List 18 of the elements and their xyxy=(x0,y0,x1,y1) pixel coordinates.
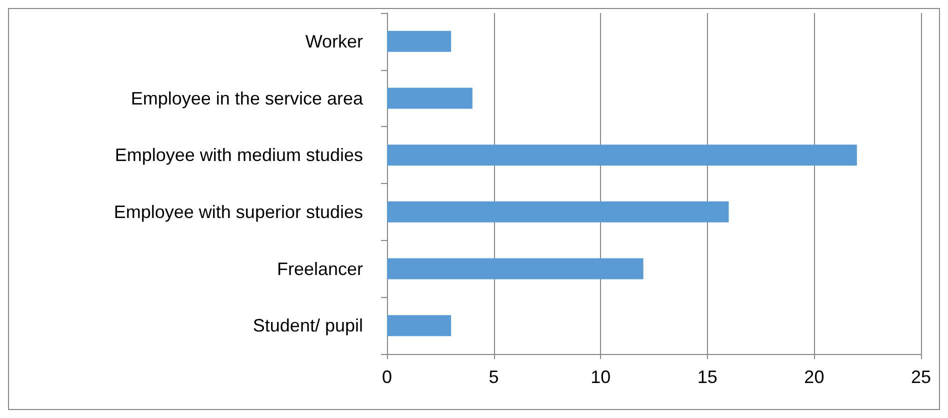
bar xyxy=(387,88,472,109)
y-tick-label: Employee with superior studies xyxy=(114,202,363,222)
y-tick-label: Student/ pupil xyxy=(252,316,363,336)
bar xyxy=(387,315,452,336)
y-tick-label: Freelancer xyxy=(276,258,363,279)
x-tick-label: 0 xyxy=(382,367,392,387)
bar xyxy=(387,30,452,52)
x-tick-label: 25 xyxy=(910,367,932,387)
x-tick-label: 5 xyxy=(488,367,499,387)
y-tick-label: Employee in the service area xyxy=(130,88,364,108)
bar xyxy=(387,201,729,222)
y-tick-label: Worker xyxy=(305,31,363,52)
y-tick-label: Employee with medium studies xyxy=(114,145,363,166)
x-tick-label: 15 xyxy=(697,367,718,387)
bar xyxy=(387,258,644,280)
x-tick-label: 10 xyxy=(590,367,611,387)
x-tick-label: 20 xyxy=(804,367,824,387)
bar xyxy=(387,144,857,166)
